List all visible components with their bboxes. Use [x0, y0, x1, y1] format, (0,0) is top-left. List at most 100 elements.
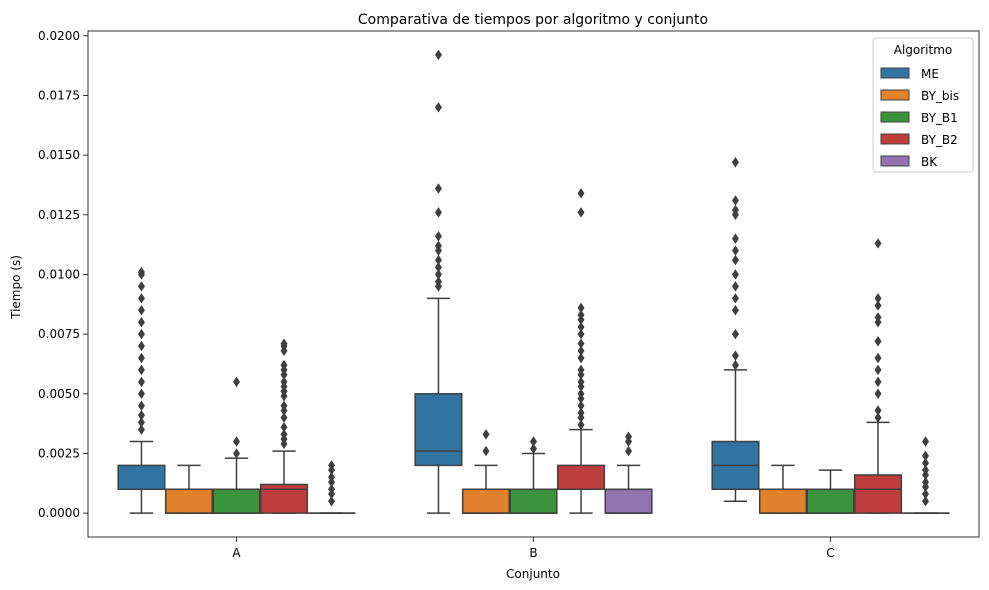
outlier-point [874, 312, 882, 323]
y-tick-label: 0.0150 [38, 148, 80, 162]
outlier-point [137, 400, 145, 411]
box-by-b1 [509, 488, 558, 514]
outlier-point [280, 400, 288, 411]
outlier-point [577, 321, 585, 333]
outlier-point [137, 410, 145, 421]
outlier-point [434, 269, 442, 280]
outlier-point [922, 464, 930, 476]
chart-title: Comparativa de tiempos por algoritmo y c… [358, 12, 708, 28]
outlier-point [922, 436, 930, 447]
outlier-point [434, 231, 442, 242]
legend-label-by-b1: BY_B1 [921, 111, 958, 125]
outlier-point [625, 445, 633, 457]
outlier-point [434, 254, 442, 266]
outlier-point [137, 417, 145, 428]
outlier-point [577, 328, 585, 340]
outlier-point [731, 350, 739, 361]
box-by-bis [758, 488, 808, 514]
box-by-b2 [556, 464, 606, 491]
outlier-point [731, 204, 739, 216]
outlier-point [874, 376, 882, 388]
legend-swatch-by-bis [880, 89, 910, 101]
y-tick-label: 0.0075 [38, 327, 80, 341]
outlier-point [280, 412, 288, 423]
outlier-point [731, 254, 739, 266]
outlier-point [577, 400, 585, 411]
outlier-point [922, 495, 930, 507]
box-by-b1 [806, 488, 855, 514]
outlier-point [922, 457, 930, 469]
outlier-point [922, 450, 930, 462]
outlier-point [874, 352, 882, 364]
outlier-point [577, 407, 585, 419]
outlier-point [577, 388, 585, 400]
outlier-point [530, 436, 537, 447]
outlier-point [577, 302, 585, 314]
outlier-point [137, 352, 145, 364]
outlier-point [874, 300, 882, 311]
x-axis-label: Conjunto [506, 567, 560, 581]
outlier-point [577, 309, 585, 321]
legend-title: Algoritmo [894, 43, 953, 57]
plot-area: 0.0000 0.0025 0.0050 0.0075 0.0100 0.0125 0.01… [38, 29, 980, 560]
outlier-point [874, 238, 882, 249]
x-tick-label: B [529, 546, 537, 560]
x-tick-label: C [826, 546, 834, 560]
box-by-b2 [853, 474, 903, 514]
outlier-point [137, 364, 145, 376]
outlier-point [280, 338, 288, 349]
legend-box [872, 37, 974, 173]
outlier-point [137, 316, 145, 328]
legend-swatch-bk [880, 155, 910, 167]
outlier-point [434, 262, 442, 273]
outlier-point [434, 49, 442, 61]
y-tick-label: 0.0000 [38, 506, 80, 520]
outlier-point [280, 376, 288, 388]
legend-swatch-by-b1 [880, 111, 910, 123]
outlier-point [137, 305, 145, 316]
outlier-point [731, 157, 739, 168]
outlier-point [280, 429, 288, 440]
legend-label-me: ME [921, 67, 939, 81]
outlier-point [137, 424, 145, 435]
outlier-point [434, 102, 442, 113]
outlier-point [577, 419, 585, 431]
outlier-point [577, 338, 585, 349]
box-bk [604, 488, 653, 514]
box-by-bis [164, 488, 214, 514]
outlier-point [328, 495, 336, 507]
x-tick-label: A [232, 546, 241, 560]
outlier-point [874, 336, 882, 347]
outlier-point [625, 431, 633, 442]
outlier-point [731, 269, 739, 280]
outlier-point [874, 364, 882, 376]
y-axis-label: Tiempo (s) [9, 255, 23, 320]
outlier-point [137, 328, 145, 340]
outlier-point [280, 359, 288, 371]
outlier-point [874, 405, 882, 416]
outlier-point [482, 429, 490, 440]
outlier-point [434, 240, 442, 252]
outlier-point [280, 421, 288, 433]
outlier-point [328, 472, 336, 483]
outlier-point [233, 448, 240, 459]
y-tick-label: 0.0100 [38, 267, 80, 281]
outlier-point [137, 376, 145, 388]
legend-label-by-b2: BY_B2 [921, 133, 958, 147]
outlier-point [731, 195, 739, 206]
legend-label-by-bis: BY_bis [921, 89, 959, 103]
outlier-point [731, 233, 739, 244]
outlier-point [577, 376, 585, 388]
outlier-point [874, 388, 882, 400]
outlier-point [482, 445, 490, 457]
outlier-point [874, 293, 882, 304]
outlier-point [577, 352, 585, 364]
outlier-point [137, 293, 145, 304]
outlier-point [137, 340, 145, 352]
y-tick-label: 0.0125 [38, 208, 80, 222]
outlier-point [731, 281, 739, 292]
box-me [117, 464, 166, 491]
outlier-point [731, 305, 739, 316]
legend-swatch-me [880, 67, 910, 79]
